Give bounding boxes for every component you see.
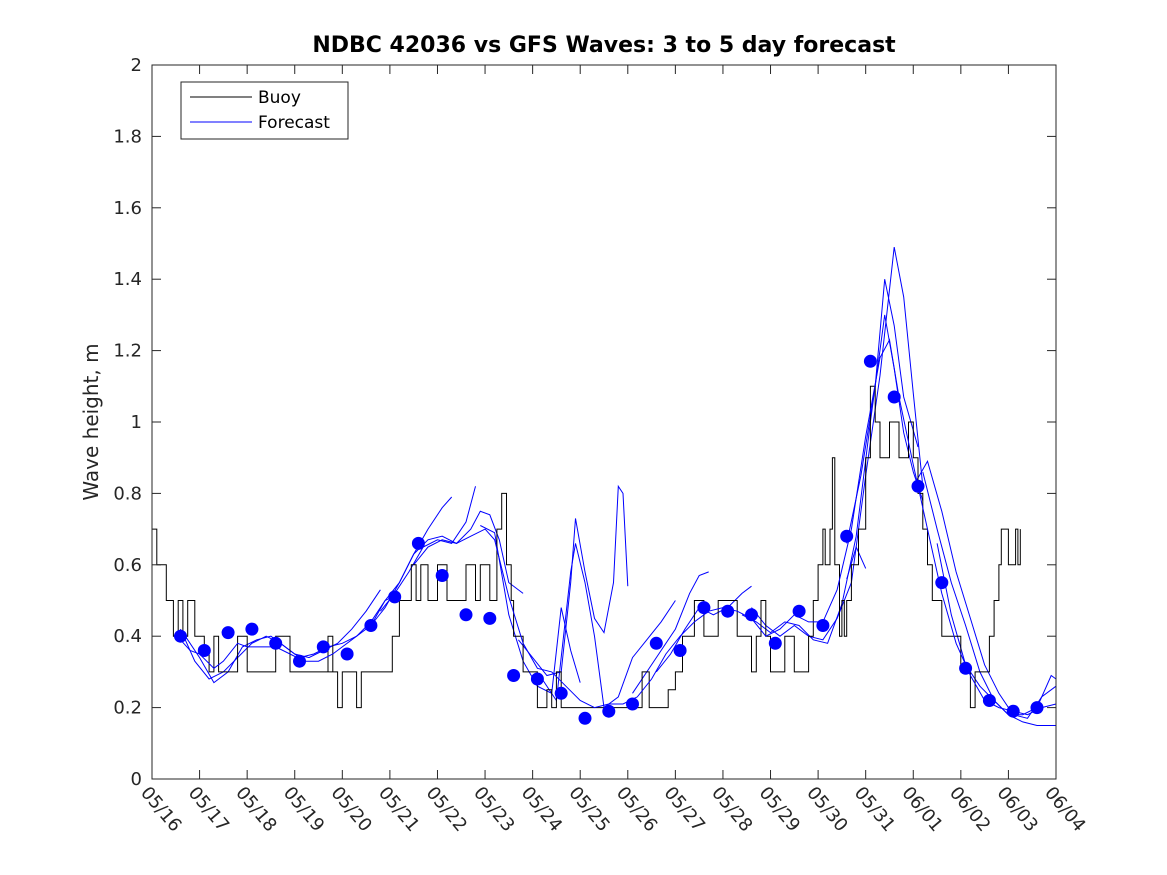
legend-box bbox=[180, 81, 349, 140]
y-tick-label-5: 1 bbox=[131, 412, 142, 433]
x-tick-label-17: 06/02 bbox=[945, 783, 994, 836]
forecast-marker-17 bbox=[578, 711, 592, 725]
forecast-run-line-3 bbox=[380, 486, 476, 612]
forecast-marker-34 bbox=[982, 694, 996, 707]
y-tick-label-0: 0 bbox=[131, 769, 142, 790]
forecast-marker-29 bbox=[863, 354, 877, 368]
x-tick-label-6: 05/22 bbox=[422, 783, 471, 836]
forecast-run-line-1 bbox=[184, 592, 400, 684]
chart-title: NDBC 42036 vs GFS Waves: 3 to 5 day fore… bbox=[312, 33, 896, 58]
x-tick-label-14: 05/30 bbox=[802, 783, 851, 836]
y-tick-label-10: 2 bbox=[131, 55, 142, 76]
forecast-marker-2 bbox=[221, 626, 235, 640]
marker-layer bbox=[174, 354, 1044, 725]
series-layer bbox=[152, 247, 1057, 726]
buoy-line bbox=[152, 385, 1021, 709]
forecast-run-line-4 bbox=[413, 510, 524, 594]
forecast-marker-19 bbox=[626, 697, 639, 711]
legend: Buoy Forecast bbox=[180, 81, 349, 140]
forecast-marker-5 bbox=[293, 654, 306, 668]
forecast-line bbox=[180, 338, 1057, 716]
x-tick-label-9: 05/25 bbox=[564, 783, 613, 836]
forecast-marker-28 bbox=[840, 529, 854, 543]
forecast-marker-27 bbox=[816, 619, 830, 632]
forecast-marker-16 bbox=[554, 686, 568, 700]
y-axis-label: Wave height, m bbox=[79, 343, 103, 500]
y-tick-label-1: 0.2 bbox=[113, 698, 142, 719]
forecast-marker-26 bbox=[792, 604, 806, 618]
forecast-marker-3 bbox=[245, 622, 259, 636]
forecast-marker-24 bbox=[745, 608, 758, 622]
x-tick-label-1: 05/17 bbox=[184, 783, 233, 836]
forecast-marker-0 bbox=[174, 629, 187, 643]
x-tick-label-4: 05/20 bbox=[326, 783, 375, 836]
forecast-marker-18 bbox=[602, 704, 616, 718]
forecast-marker-10 bbox=[411, 536, 425, 550]
forecast-marker-13 bbox=[483, 611, 497, 625]
x-tick-label-19: 06/04 bbox=[1040, 783, 1089, 836]
forecast-marker-14 bbox=[507, 669, 521, 682]
x-tick-label-16: 06/01 bbox=[897, 783, 946, 836]
forecast-marker-1 bbox=[197, 644, 211, 657]
forecast-marker-4 bbox=[269, 636, 283, 650]
y-tick-label-7: 1.4 bbox=[113, 269, 142, 290]
forecast-marker-30 bbox=[887, 390, 901, 404]
forecast-marker-6 bbox=[316, 640, 330, 654]
legend-forecast-label: Forecast bbox=[258, 113, 330, 133]
forecast-marker-31 bbox=[911, 479, 925, 493]
forecast-marker-21 bbox=[673, 644, 687, 657]
forecast-marker-7 bbox=[340, 647, 354, 661]
forecast-marker-35 bbox=[1006, 704, 1020, 718]
forecast-run-line-13 bbox=[846, 279, 919, 544]
legend-buoy-label: Buoy bbox=[258, 88, 301, 108]
x-tick-label-0: 05/16 bbox=[136, 783, 185, 836]
forecast-marker-23 bbox=[721, 604, 735, 618]
forecast-marker-11 bbox=[435, 569, 449, 582]
y-tick-label-9: 1.8 bbox=[113, 126, 142, 147]
x-tick-label-10: 05/26 bbox=[612, 783, 661, 836]
forecast-marker-20 bbox=[649, 636, 663, 650]
forecast-run-line-7 bbox=[541, 543, 676, 709]
y-tick-label-3: 0.6 bbox=[113, 555, 142, 576]
y-tick-label-2: 0.4 bbox=[113, 626, 142, 647]
forecast-marker-15 bbox=[530, 672, 544, 686]
x-tick-label-18: 06/03 bbox=[993, 783, 1042, 836]
y-tick-label-4: 0.8 bbox=[113, 483, 142, 504]
x-tick-label-3: 05/19 bbox=[279, 783, 328, 836]
forecast-marker-33 bbox=[959, 661, 973, 675]
forecast-marker-22 bbox=[697, 601, 711, 615]
forecast-marker-9 bbox=[388, 590, 402, 604]
forecast-marker-32 bbox=[935, 576, 949, 590]
x-tick-label-8: 05/24 bbox=[517, 783, 566, 836]
x-tick-label-7: 05/23 bbox=[469, 783, 518, 836]
plot-background bbox=[152, 65, 1056, 779]
forecast-run-line-16 bbox=[936, 543, 1057, 716]
forecast-marker-8 bbox=[364, 619, 378, 632]
y-tick-label-6: 1.2 bbox=[113, 341, 142, 362]
forecast-marker-36 bbox=[1030, 701, 1044, 715]
x-tick-label-12: 05/28 bbox=[707, 783, 756, 836]
x-tick-label-13: 05/29 bbox=[755, 783, 804, 836]
y-tick-label-8: 1.6 bbox=[113, 198, 142, 219]
x-tick-label-2: 05/18 bbox=[231, 783, 280, 836]
x-tick-label-5: 05/21 bbox=[374, 783, 423, 836]
x-tick-label-11: 05/27 bbox=[660, 783, 709, 836]
forecast-run-line-6 bbox=[518, 484, 629, 677]
forecast-marker-12 bbox=[459, 608, 473, 622]
x-tick-label-15: 05/31 bbox=[850, 783, 899, 836]
forecast-marker-25 bbox=[768, 636, 782, 650]
